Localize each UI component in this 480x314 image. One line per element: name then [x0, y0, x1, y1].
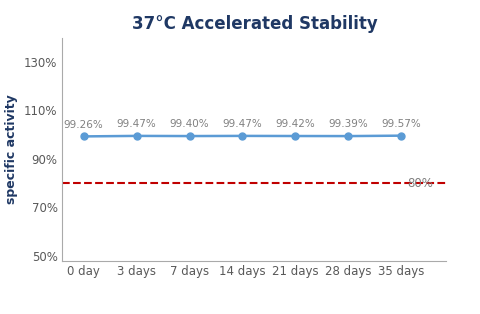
Text: 99.57%: 99.57%	[382, 119, 421, 129]
Y-axis label: specific activity: specific activity	[5, 94, 19, 204]
Text: 99.42%: 99.42%	[276, 119, 315, 129]
Text: 99.40%: 99.40%	[170, 119, 209, 129]
Title: 37°C Accelerated Stability: 37°C Accelerated Stability	[132, 15, 377, 33]
Text: 80%: 80%	[408, 176, 433, 190]
Text: 99.39%: 99.39%	[328, 119, 368, 129]
Text: 99.26%: 99.26%	[64, 120, 104, 130]
Text: 99.47%: 99.47%	[117, 119, 156, 129]
Text: 99.47%: 99.47%	[223, 119, 263, 129]
